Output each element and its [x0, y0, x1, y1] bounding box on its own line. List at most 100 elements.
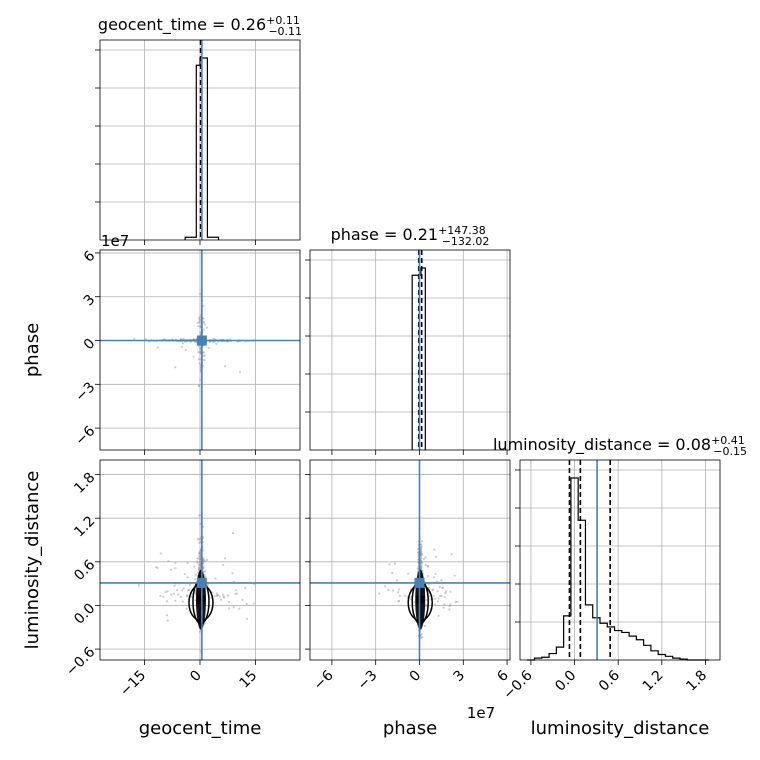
scatter-point [383, 585, 387, 588]
scatter-point [202, 525, 205, 528]
scatter-point [232, 531, 235, 535]
scatter-point [202, 328, 205, 331]
scatter-point [193, 578, 197, 581]
scatter-point [174, 599, 177, 602]
scatter-point [196, 557, 199, 560]
scatter-point [215, 592, 218, 595]
scatter-point [388, 563, 391, 566]
y-tick-label: 0.0 [71, 601, 98, 628]
scatter-point [224, 557, 227, 560]
scatter-point [398, 594, 401, 598]
scatter-point [416, 551, 420, 554]
axes-frame [309, 459, 511, 661]
scatter-point [409, 597, 412, 601]
scatter-point [397, 600, 400, 603]
scatter-point [241, 598, 244, 601]
scatter-point [202, 566, 205, 570]
density-peak [196, 595, 205, 604]
scatter-point [202, 305, 205, 308]
scatter-point [198, 552, 201, 556]
y-tick-label: 1.8 [71, 470, 98, 497]
scatter-point [198, 630, 201, 633]
scatter-point [433, 548, 436, 551]
scatter-point [429, 598, 432, 601]
scatter-point [173, 584, 176, 587]
scatter-point [166, 619, 169, 622]
scatter-point [227, 601, 231, 604]
scatter-point [214, 577, 217, 580]
scatter-point [238, 370, 242, 374]
scatter-point [391, 572, 394, 575]
panel-title-luminosity_distance: luminosity_distance = 0.08+0.41 −0.15 [493, 434, 747, 458]
scatter-point [165, 600, 169, 603]
scatter-point [186, 561, 189, 565]
truth-marker [196, 335, 207, 346]
scatter-point [436, 600, 440, 603]
title-minus: −0.11 [268, 25, 302, 38]
scatter-point [167, 560, 170, 563]
scatter-point [422, 557, 425, 561]
histogram-luminosity_distance [527, 477, 710, 661]
scatter-point [197, 345, 201, 348]
scatter-point [181, 589, 184, 592]
scatter-point [397, 588, 401, 591]
scatter-point [426, 575, 429, 578]
truth-marker [196, 577, 207, 588]
scatter-point [172, 592, 176, 595]
scatter-point [419, 549, 423, 552]
scatter-point [188, 583, 191, 586]
scatter-point [199, 293, 202, 296]
scatter-point [198, 541, 201, 544]
scatter-point [425, 598, 428, 602]
scatter-point [185, 607, 188, 610]
scatter-point [423, 624, 426, 628]
scatter-point [404, 594, 407, 597]
scatter-point [433, 597, 437, 600]
scatter-point [170, 593, 173, 596]
scatter-point [427, 583, 430, 586]
scatter-point [245, 602, 248, 606]
grid-lines [310, 250, 510, 450]
y-tick-label: 3 [81, 292, 99, 310]
scatter-point [244, 586, 247, 590]
scatter-point [438, 585, 441, 589]
scatter-point [378, 592, 381, 595]
scatter-point [442, 606, 445, 609]
scatter-point [437, 614, 440, 617]
scatter-point [188, 589, 191, 592]
x-axis-label-phase: phase [383, 718, 437, 739]
scatter-point [428, 586, 431, 589]
scatter-point [216, 594, 219, 597]
scatter-point [440, 579, 443, 582]
scatter-point [387, 588, 390, 591]
scatter-point [179, 595, 182, 599]
y-tick-label: −0.6 [63, 644, 98, 679]
scatter-point [424, 556, 427, 559]
scatter-point [133, 337, 136, 340]
scatter-point [203, 622, 206, 625]
scatter-point [221, 563, 225, 567]
scatter-point [159, 594, 162, 598]
y-tick-label: 0 [81, 336, 99, 354]
scatter-point [434, 572, 437, 575]
grid-lines [310, 460, 510, 660]
scatter-point [165, 614, 169, 617]
scatter-point [413, 601, 416, 604]
scatter-point [206, 559, 209, 562]
x-tick-label: −3 [355, 668, 381, 694]
scatter-point [234, 589, 238, 592]
x-tick-label: 15 [236, 668, 260, 692]
scatter-point [202, 565, 205, 568]
scatter-point [162, 595, 165, 598]
scatter-point [166, 590, 169, 593]
scatter-point [205, 326, 209, 329]
scatter-point [395, 579, 398, 582]
scatter-point [432, 594, 435, 597]
scatter-point [436, 590, 439, 593]
scatter-point [181, 342, 184, 345]
scatter-point [218, 595, 221, 598]
x-tick-label: 3 [450, 668, 468, 686]
scatter-point [434, 555, 437, 558]
scatter-point [204, 576, 207, 579]
